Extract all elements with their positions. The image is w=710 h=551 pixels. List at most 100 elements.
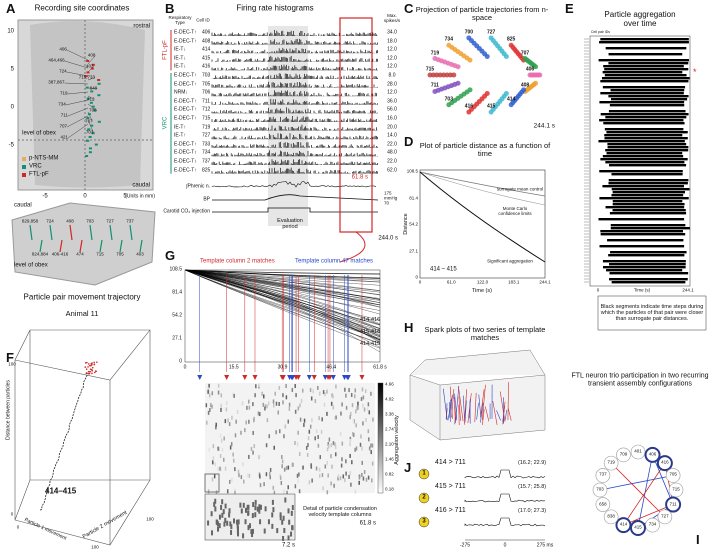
distance-trace	[184, 269, 381, 279]
aggregation-segment	[599, 170, 683, 173]
site-label: 849	[89, 85, 98, 91]
detail-cell	[271, 499, 274, 505]
detail-cell	[283, 527, 286, 533]
heatmap-cell	[245, 420, 247, 425]
cluster-point	[84, 366, 87, 368]
heatmap-cell	[360, 397, 363, 402]
panel-letter: D	[404, 133, 414, 149]
match-triangle	[289, 375, 295, 380]
match-triangle	[306, 375, 312, 380]
heatmap-cell	[360, 434, 362, 439]
heatmap-cell	[257, 411, 260, 416]
label: level of obex	[14, 262, 48, 269]
cluster-point	[91, 372, 93, 375]
badge-label: 3	[422, 518, 426, 525]
distance-trace	[184, 269, 381, 315]
heatmap-cell	[219, 466, 221, 471]
resp-type: E-DEC-T↑	[174, 80, 197, 87]
heatmap-cell	[258, 383, 260, 388]
histogram	[211, 124, 378, 131]
heatmap-cell	[339, 476, 342, 481]
spark	[464, 389, 467, 425]
tick-label: 3.38	[385, 411, 394, 417]
heatmap-cell	[308, 480, 311, 485]
detail-cell	[252, 502, 255, 508]
heatmap-cell	[312, 389, 314, 394]
site-label: 403	[136, 251, 144, 257]
detail-cell	[221, 512, 224, 518]
aggregation-segment	[608, 182, 688, 185]
heatmap-cell	[266, 418, 269, 423]
site-dot	[86, 139, 90, 142]
histogram	[211, 55, 378, 62]
heatmap-cell	[209, 407, 211, 412]
detail-cell	[251, 513, 254, 519]
max-rate: 12.0	[387, 55, 397, 62]
cluster-point	[88, 372, 91, 375]
heatmap-cell	[354, 394, 356, 399]
heatmap-cell	[236, 410, 239, 415]
detail-cell	[239, 502, 242, 508]
histogram	[211, 90, 378, 97]
neuron-node	[615, 517, 632, 534]
aggregation-segment	[609, 212, 687, 215]
heatmap-cell	[294, 440, 296, 445]
node-label: 737	[599, 471, 607, 477]
site-leader	[87, 77, 96, 81]
label: 7.2 s	[281, 542, 295, 549]
aggregation-segment	[609, 104, 685, 107]
site-label: 712	[86, 96, 95, 102]
heatmap-cell	[279, 475, 282, 480]
label: 414-416	[360, 316, 381, 323]
spark	[482, 409, 485, 425]
heatmap-cell	[321, 473, 324, 478]
aggregation-segment	[611, 188, 690, 191]
spark	[458, 386, 464, 422]
neuron-node	[665, 468, 681, 483]
site-label: 703	[85, 129, 94, 135]
aggregation-segment	[605, 116, 687, 119]
heatmap-cell	[235, 419, 237, 424]
heatmap-cell	[285, 466, 288, 471]
particle-label: 408	[520, 82, 530, 89]
trajectory-point	[521, 87, 527, 93]
aggregation-segment	[602, 155, 684, 158]
heatmap-cell	[299, 417, 302, 422]
legend-entry: FTL-pF	[29, 171, 49, 178]
distance-trace	[184, 269, 381, 329]
aggregation-segment	[600, 92, 684, 95]
label: 70	[384, 200, 390, 206]
particle-label: 719	[430, 49, 440, 56]
site-label: 734	[58, 101, 66, 107]
site-dot	[85, 86, 89, 89]
pair-label: 414 > 711	[435, 459, 466, 467]
heatmap-cell	[277, 410, 280, 415]
site-dot	[91, 105, 95, 108]
tick-label: 100	[146, 516, 154, 522]
label: 415-416	[360, 328, 381, 335]
detail-cell	[267, 519, 270, 525]
heatmap-cell	[262, 394, 265, 399]
aggregation-segment	[604, 68, 689, 71]
heatmap-cell	[348, 474, 350, 479]
heatmap-cell	[326, 490, 329, 495]
heatmap-cell	[310, 396, 313, 401]
site-dot	[86, 60, 90, 62]
detail-src	[204, 473, 220, 493]
tick-label: 122.0	[476, 279, 489, 285]
neuron-node	[630, 444, 646, 460]
heatmap-cell	[349, 411, 352, 416]
heatmap-cell	[367, 429, 370, 434]
heatmap-cell	[265, 443, 268, 448]
panel-title: Plot of particle distance as a function …	[419, 140, 551, 158]
heatmap-cell	[223, 457, 225, 462]
distance-trace	[184, 269, 381, 325]
detail-cell	[224, 517, 227, 523]
site-label: 706	[89, 107, 97, 113]
heatmap-cell	[206, 420, 208, 425]
panel-letter: H	[404, 319, 414, 335]
heatmap-cell	[237, 469, 240, 474]
trajectory-point	[467, 57, 473, 63]
heatmap-cell	[232, 458, 235, 463]
heatmap-cell	[217, 446, 220, 451]
